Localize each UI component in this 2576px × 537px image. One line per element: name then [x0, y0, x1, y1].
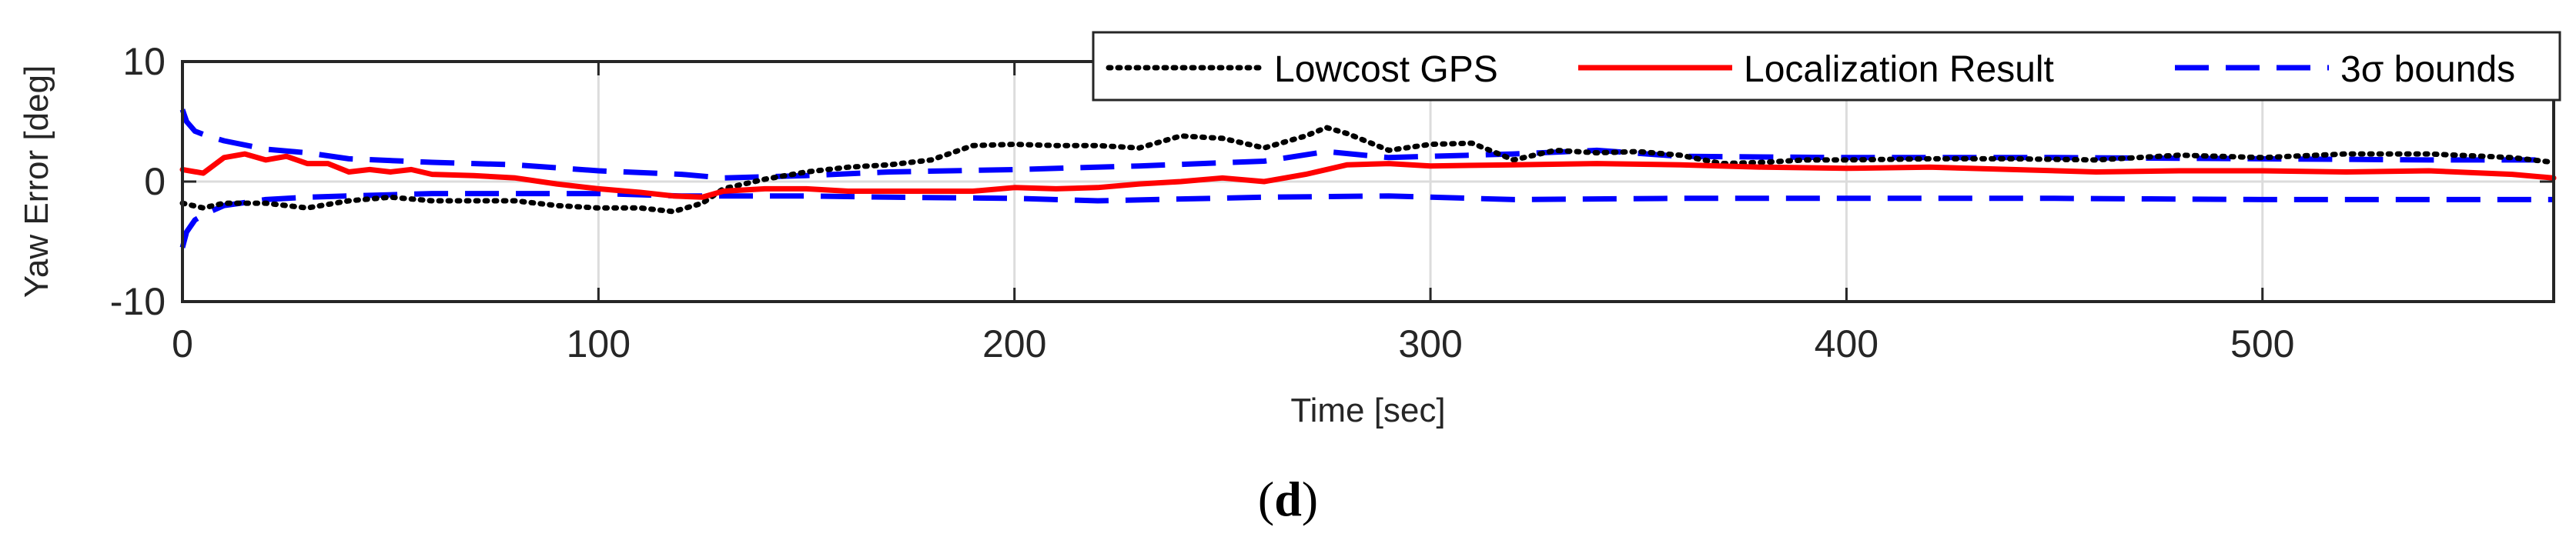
legend-label-lowcost-gps: Lowcost GPS	[1274, 49, 1498, 90]
x-tick-label: 200	[982, 322, 1046, 365]
y-tick-label: 10	[122, 40, 166, 83]
x-tick-label: 500	[2230, 322, 2294, 365]
series-line-localization-result	[179, 151, 2557, 200]
figure-caption: (d)	[1258, 472, 1318, 526]
legend-label-3sigma-bounds: 3σ bounds	[2340, 49, 2515, 90]
x-tick-label: 300	[1398, 322, 1462, 365]
y-tick-label: -10	[110, 280, 166, 323]
legend: Lowcost GPS Localization Result 3σ bound…	[1092, 31, 2561, 102]
x-tick-label: 0	[172, 322, 193, 365]
x-tick-label: 400	[1815, 322, 1878, 365]
grid-lines	[182, 62, 2554, 302]
y-axis-title: Yaw Error [deg]	[18, 65, 55, 298]
caption-letter: d	[1274, 472, 1302, 526]
legend-label-localization-result: Localization Result	[1744, 49, 2054, 90]
series-line-lowcost-gps	[179, 125, 2557, 215]
series-layer	[179, 108, 2557, 248]
y-tick-label: 0	[144, 160, 166, 203]
x-tick-label: 100	[567, 322, 631, 365]
x-tick-labels: 0 100 200 300 400 500	[172, 322, 2294, 365]
legend-box	[1092, 31, 2561, 102]
series-line-3-bounds-upper	[179, 108, 2554, 181]
x-axis-title: Time [sec]	[1290, 392, 1445, 429]
caption-close-paren: )	[1302, 472, 1318, 526]
caption-open-paren: (	[1258, 472, 1274, 526]
y-tick-labels: 10 0 -10	[110, 40, 166, 323]
